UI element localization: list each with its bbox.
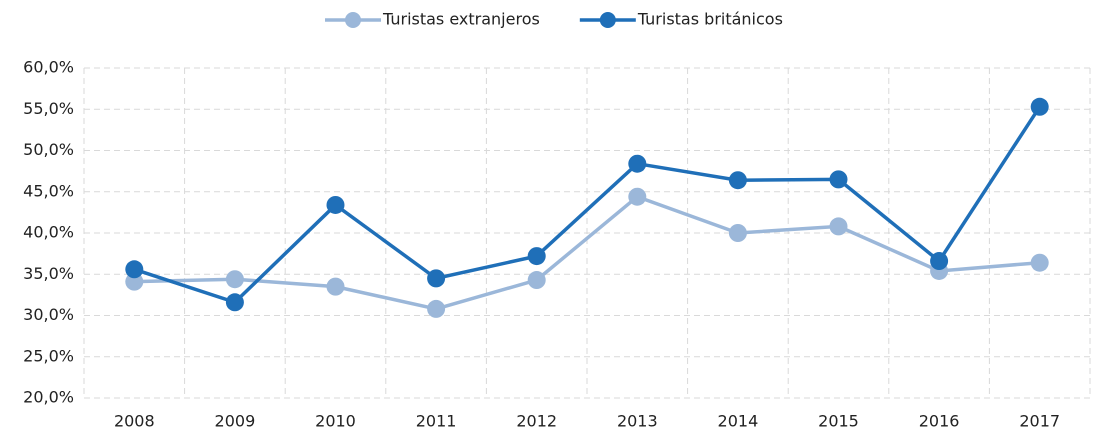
data-point [930, 252, 949, 271]
y-tick-label: 35,0% [23, 264, 74, 283]
data-point [225, 293, 244, 312]
x-tick-label: 2010 [315, 412, 356, 431]
data-point [125, 260, 144, 279]
y-tick-label: 55,0% [23, 99, 74, 118]
data-point [728, 224, 747, 242]
series-line [133, 105, 1042, 305]
y-tick-label: 40,0% [23, 223, 74, 242]
data-point [829, 170, 848, 189]
data-point [1030, 97, 1049, 116]
x-tick-label: 2017 [1019, 412, 1060, 431]
y-tick-label: 45,0% [23, 181, 74, 200]
data-point [829, 217, 848, 236]
data-point [628, 154, 647, 173]
legend-marker [345, 12, 361, 28]
x-tick-label: 2016 [919, 412, 960, 431]
legend-marker [599, 12, 616, 28]
legend-label: Turistas británicos [637, 10, 783, 29]
data-point [427, 299, 446, 318]
data-point [728, 171, 747, 190]
legend-label: Turistas extranjeros [382, 10, 540, 29]
y-tick-label: 60,0% [23, 58, 74, 77]
data-point [427, 269, 446, 288]
y-tick-label: 50,0% [23, 140, 74, 159]
x-tick-label: 2015 [818, 412, 859, 431]
x-tick-label: 2009 [215, 412, 256, 431]
x-tick-label: 2013 [617, 412, 658, 431]
y-tick-label: 20,0% [23, 388, 74, 407]
data-point [326, 195, 345, 214]
x-tick-label: 2012 [516, 412, 557, 431]
data-point [326, 277, 345, 296]
data-point [225, 270, 244, 289]
x-tick-label: 2011 [416, 412, 457, 431]
x-tick-label: 2014 [718, 412, 759, 431]
x-tick-label: 2008 [114, 412, 155, 431]
data-point [125, 272, 144, 291]
data-point [527, 271, 546, 290]
data-point [527, 247, 546, 266]
legend: Turistas extranjeros Turistas británicos [325, 10, 783, 29]
y-tick-label: 25,0% [23, 346, 74, 365]
data-point [1030, 253, 1049, 272]
series-line [134, 194, 1040, 311]
y-tick-label: 30,0% [23, 305, 74, 324]
data-point [628, 187, 647, 206]
